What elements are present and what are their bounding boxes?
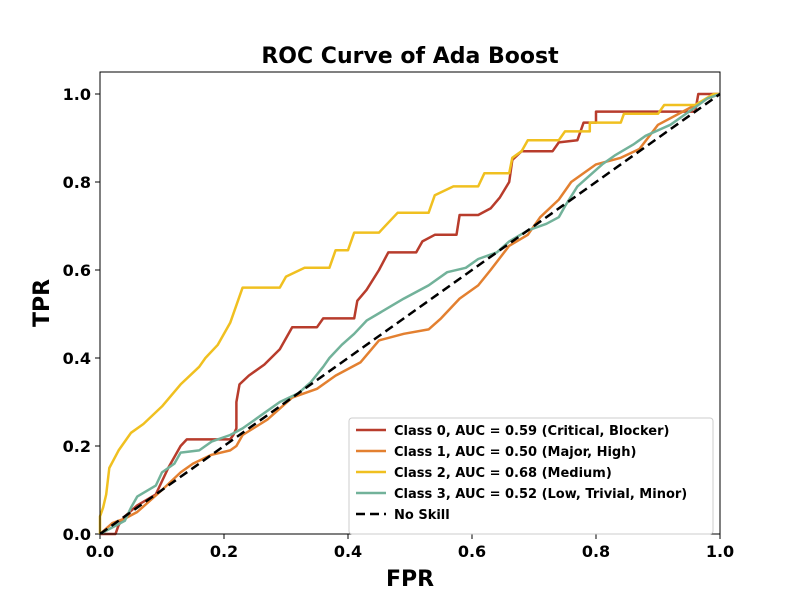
series-lines <box>98 92 721 536</box>
legend-label: No Skill <box>394 508 450 523</box>
y-tick-label: 1.0 <box>63 85 91 104</box>
series-line-4 <box>99 92 721 536</box>
legend-label: Class 3, AUC = 0.52 (Low, Trivial, Minor… <box>394 487 687 502</box>
axis-ticks: 0.0 0.2 0.4 0.6 0.8 1.0 0.0 0.2 0.4 0.6 0.8 1.0 <box>63 85 735 561</box>
legend: Class 0, AUC = 0.59 (Critical, Blocker) C… <box>348 417 714 535</box>
series-line-3 <box>99 92 721 536</box>
y-tick-label: 0.0 <box>63 525 91 544</box>
y-tick-label: 0.2 <box>63 437 91 456</box>
legend-box <box>348 417 714 535</box>
y-tick-label: 0.8 <box>63 173 91 192</box>
y-tick-label: 0.4 <box>63 349 91 368</box>
series-line-0 <box>100 92 720 536</box>
legend-label: Class 2, AUC = 0.68 (Medium) <box>394 466 612 481</box>
legend-label: Class 1, AUC = 0.50 (Major, High) <box>394 445 636 460</box>
legend-label: Class 0, AUC = 0.59 (Critical, Blocker) <box>394 424 669 439</box>
x-tick-label: 0.6 <box>458 542 486 561</box>
x-tick-label: 0.8 <box>582 542 610 561</box>
series-line-2 <box>98 92 720 534</box>
x-tick-label: 0.2 <box>210 542 238 561</box>
x-axis-label: FPR <box>386 567 434 592</box>
y-axis-label: TPR <box>30 279 55 327</box>
y-tick-label: 0.6 <box>63 261 91 280</box>
x-tick-label: 0.0 <box>86 542 114 561</box>
x-tick-label: 1.0 <box>706 542 734 561</box>
x-tick-label: 0.4 <box>334 542 362 561</box>
chart-title: ROC Curve of Ada Boost <box>261 44 559 69</box>
